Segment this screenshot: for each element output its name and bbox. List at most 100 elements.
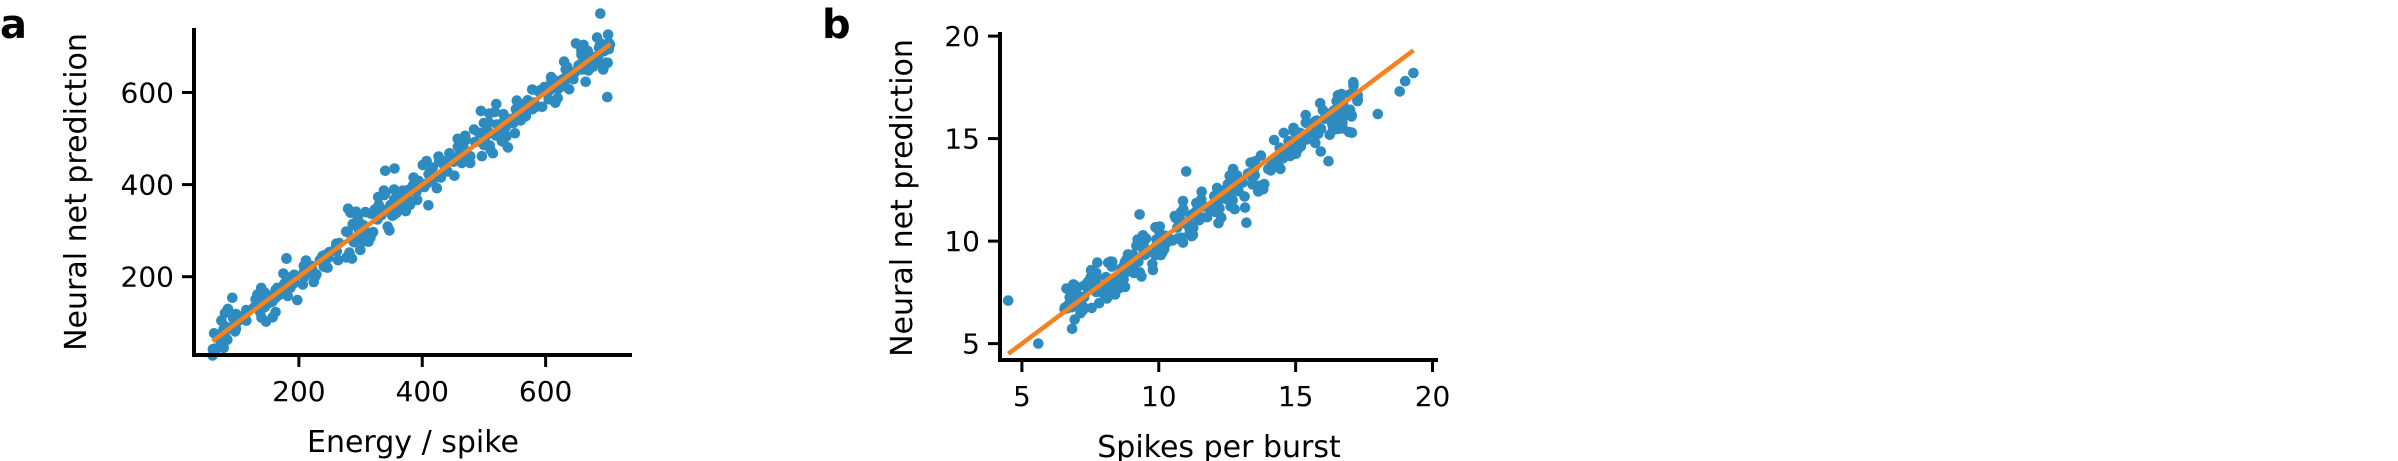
panel-a-data-point xyxy=(292,294,303,306)
panel-a-data-point xyxy=(379,165,391,177)
panel-a-data-point xyxy=(367,226,379,238)
panel-b-data-point xyxy=(1239,202,1251,213)
panel-b-data-point xyxy=(1323,155,1334,167)
panel-b-x-tick-label: 10 xyxy=(1141,380,1177,413)
panel-b-data-point xyxy=(1229,203,1240,215)
panel-b-data-point xyxy=(1399,75,1411,87)
panel-a-data-point xyxy=(475,105,487,117)
panel-a-data-point xyxy=(270,306,281,318)
panel-b-data-point xyxy=(1177,237,1189,248)
panel-b-data-point xyxy=(1268,134,1280,146)
panel-a-data-point xyxy=(483,117,495,128)
panel-a: a 200 400 600 200 400 600 Energy / spike Neu… xyxy=(0,2,632,460)
panel-b-data-point xyxy=(1155,249,1167,261)
panel-a-data-point xyxy=(452,141,464,152)
panel-a-y-tick-label: 200 xyxy=(121,261,174,294)
panel-b-y-ticks: 5 10 15 20 xyxy=(944,20,1000,361)
panel-a-axes: 200 400 600 200 400 600 Energy / spike Neura… xyxy=(59,28,632,460)
panel-b-data-point xyxy=(1408,67,1419,79)
panel-b-axes: 5 10 15 20 5 10 15 20 Spikes per burst Neural … xyxy=(885,20,1450,461)
panel-a-data-point xyxy=(404,199,416,211)
panel-a-data-point xyxy=(360,235,371,247)
panel-b-points xyxy=(1002,67,1419,349)
panel-a-data-point xyxy=(332,254,344,266)
panel-a-data-point xyxy=(310,270,321,282)
panel-b-data-point xyxy=(1324,129,1335,141)
panel-a-data-point xyxy=(595,8,606,19)
panel-a-data-point xyxy=(222,303,234,315)
panel-a-data-point xyxy=(259,287,271,298)
panel-b-x-axis-label: Spikes per burst xyxy=(1097,430,1341,461)
panel-a-data-point xyxy=(297,279,309,290)
panel-b-data-point xyxy=(1147,258,1158,270)
panel-b-data-point xyxy=(1180,166,1192,177)
panel-b-data-point xyxy=(1278,127,1290,139)
panel-b-data-point xyxy=(1075,307,1086,319)
panel-a-data-point xyxy=(496,135,508,147)
panel-a-data-point xyxy=(388,184,400,195)
panel-a-label: a xyxy=(0,2,27,48)
panel-b-x-tick-label: 20 xyxy=(1415,380,1451,413)
panel-a-y-tick-label: 400 xyxy=(121,169,174,202)
panel-a-data-point xyxy=(318,261,330,272)
panel-a-data-point xyxy=(570,38,582,49)
panel-a-plot xyxy=(207,8,616,361)
panel-a-fit-line xyxy=(211,42,612,343)
panel-a-data-point xyxy=(216,315,227,326)
panel-a-data-point xyxy=(344,247,355,258)
panel-a-data-point xyxy=(484,108,495,119)
panel-a-data-point xyxy=(449,170,460,181)
panel-b-y-tick-label: 20 xyxy=(944,20,980,53)
panel-b-data-point xyxy=(1064,291,1075,303)
panel-b-data-point xyxy=(1300,117,1312,128)
panel-a-data-point xyxy=(602,29,614,40)
panel-b-data-point xyxy=(1241,217,1252,228)
panel-a-data-point xyxy=(563,84,575,95)
panel-b-data-point xyxy=(1196,186,1207,197)
panel-a-data-point xyxy=(340,226,352,237)
panel-a-data-point xyxy=(281,252,292,264)
panel-b-data-point xyxy=(1133,235,1145,246)
panel-a-data-point xyxy=(591,32,603,43)
panel-a-data-point xyxy=(423,200,434,211)
panel-b: b 5 10 15 20 5 10 15 20 Spikes per burst Neura… xyxy=(822,2,1450,461)
panel-a-data-point xyxy=(384,225,395,236)
panel-b-data-point xyxy=(1092,257,1103,268)
panel-a-data-point xyxy=(511,95,523,106)
panel-b-data-point xyxy=(1177,195,1189,207)
panel-b-data-point xyxy=(1187,229,1199,241)
panel-b-data-point xyxy=(1343,126,1355,138)
panel-b-data-point xyxy=(1255,150,1267,161)
panel-a-data-point xyxy=(560,64,571,75)
panel-b-x-ticks: 5 10 15 20 xyxy=(1013,360,1450,413)
panel-b-data-point xyxy=(1033,338,1044,349)
panel-b-data-point xyxy=(1002,295,1014,306)
panel-b-data-point xyxy=(1082,276,1094,288)
panel-b-data-point xyxy=(1331,120,1342,131)
panel-a-x-axis-label: Energy / spike xyxy=(307,425,519,460)
panel-b-data-point xyxy=(1104,289,1116,301)
panel-b-y-axis-label: Neural net prediction xyxy=(885,39,920,357)
panel-b-data-point xyxy=(1178,203,1189,215)
panel-b-data-point xyxy=(1193,214,1205,226)
panel-b-data-point xyxy=(1154,221,1166,232)
panel-b-data-point xyxy=(1086,302,1097,314)
panel-b-data-point xyxy=(1170,212,1181,224)
panel-a-x-ticks: 200 400 600 xyxy=(272,355,572,408)
panel-a-data-point xyxy=(427,162,439,173)
panel-a-data-point xyxy=(602,91,613,103)
panel-a-data-point xyxy=(550,97,561,109)
panel-b-data-point xyxy=(1336,88,1347,100)
panel-a-y-tick-label: 600 xyxy=(121,76,174,109)
panel-a-data-point xyxy=(498,108,509,120)
panel-a-x-tick-label: 400 xyxy=(396,375,449,408)
panel-a-y-axis-label: Neural net prediction xyxy=(59,33,94,351)
panel-a-points xyxy=(207,8,616,361)
panel-b-data-point xyxy=(1394,86,1405,97)
panel-a-data-point xyxy=(355,244,366,256)
panel-b-data-point xyxy=(1224,170,1235,181)
panel-b-data-point xyxy=(1233,185,1244,197)
panel-b-fit-line xyxy=(1006,48,1415,356)
panel-b-data-point xyxy=(1315,146,1327,157)
panel-b-data-point xyxy=(1216,212,1227,223)
